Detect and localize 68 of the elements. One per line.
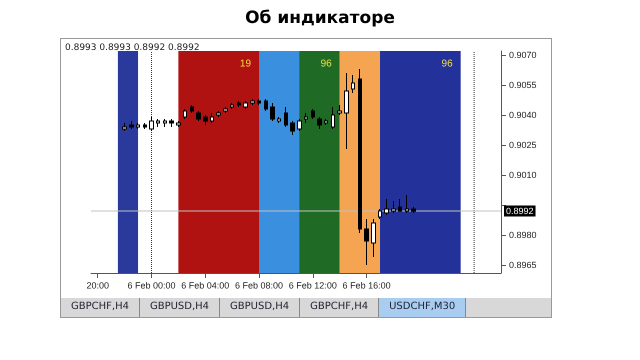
y-tick-label: 0.9025 (509, 140, 537, 150)
candlestick (270, 102, 275, 122)
x-tick-label: 6 Feb 00:00 (127, 280, 176, 290)
annotation: 0.8993 0.8993 0.8992 0.8992 (65, 43, 200, 53)
candlestick (163, 118, 167, 128)
x-tick-label: 20:00 (86, 280, 109, 290)
candlestick (358, 68, 362, 234)
candlestick (351, 74, 355, 94)
candlestick (304, 112, 308, 124)
text: GBPCHF,H4 (300, 298, 380, 317)
candlestick (297, 118, 302, 132)
candlestick (257, 98, 261, 106)
candlestick (405, 194, 409, 214)
candlestick (149, 116, 154, 132)
candlestick (324, 118, 328, 126)
candlestick (264, 98, 268, 112)
candlestick (284, 106, 288, 128)
candlestick (190, 104, 194, 114)
candlestick (378, 208, 382, 220)
candlestick (290, 120, 295, 136)
chart-title: Об индикаторе (244, 8, 396, 28)
text: GBPUSD,H4 (220, 298, 300, 317)
y-tick-label: 0.8965 (509, 260, 537, 270)
candlestick (169, 118, 174, 128)
candlestick (136, 122, 140, 130)
candlestick (183, 108, 187, 120)
candlestick (250, 98, 255, 106)
candlestick (129, 120, 134, 130)
candlestick (364, 218, 369, 266)
candlestick (277, 116, 281, 124)
y-tick-label: 0.9040 (509, 110, 537, 120)
x-tick-label: 6 Feb 16:00 (342, 280, 391, 290)
text: USDCHF,M30 (379, 298, 466, 317)
candlestick (243, 100, 248, 110)
candlestick (216, 110, 221, 118)
band-label: 96 (320, 58, 332, 70)
x-tick-label: 6 Feb 04:00 (181, 280, 230, 290)
candlestick (203, 114, 208, 126)
candlestick (337, 104, 342, 116)
candlestick (317, 116, 322, 130)
candlestick (311, 108, 315, 120)
y-tick-label: 0.9070 (509, 50, 537, 60)
band-label: 96 (442, 58, 454, 70)
candlestick (411, 206, 416, 214)
candlestick (122, 122, 127, 132)
ref-line-label: 0.8992 (506, 206, 534, 216)
candlestick (210, 112, 214, 124)
candlestick (398, 198, 402, 212)
candlestick (196, 110, 201, 122)
candlestick (237, 100, 241, 108)
candlestick (156, 118, 160, 128)
candlestick (331, 106, 335, 130)
candlestick (143, 122, 147, 130)
y-tick-label: 0.9010 (509, 170, 537, 180)
text: GBPCHF,H4 (61, 298, 140, 317)
candlestick (391, 200, 396, 214)
candlestick (176, 120, 181, 128)
y-tick-label: 0.9055 (509, 80, 537, 90)
text: GBPUSD,H4 (140, 298, 220, 317)
band-label: 19 (240, 58, 252, 70)
candlestick (371, 218, 376, 258)
candlestick (230, 102, 234, 110)
candlestick (384, 198, 389, 216)
candlestick (223, 106, 228, 114)
x-tick-label: 6 Feb 08:00 (235, 280, 284, 290)
x-tick-label: 6 Feb 12:00 (288, 280, 337, 290)
candlestick (344, 72, 349, 150)
y-tick-label: 0.8980 (509, 230, 537, 240)
